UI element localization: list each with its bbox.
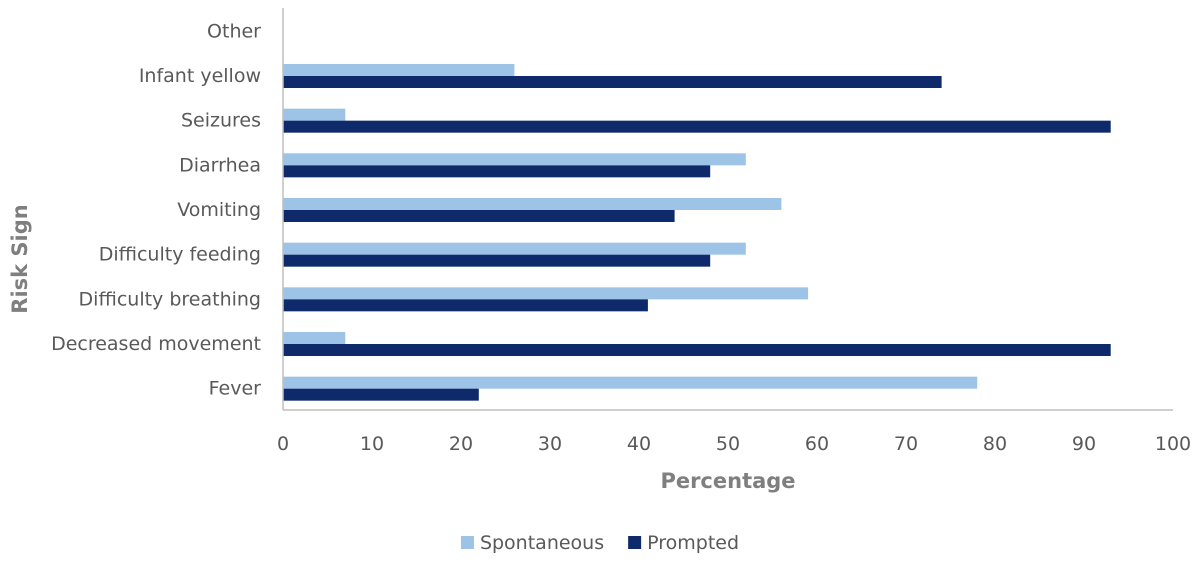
- category-label: Difficulty feeding: [99, 244, 261, 266]
- legend-item: Spontaneous: [460, 532, 604, 554]
- bar-spontaneous-infant-yellow: [283, 64, 515, 76]
- bar-prompted-seizures: [283, 120, 1111, 133]
- y-axis-title: Risk Sign: [8, 204, 32, 313]
- category-label: Seizures: [181, 110, 261, 132]
- category-label: Fever: [209, 378, 262, 400]
- category-labels: Fever Decreased movement Difficulty breath…: [51, 20, 261, 399]
- bar-prompted-infant-yellow: [283, 76, 942, 88]
- category-label: Difficulty breathing: [79, 288, 261, 310]
- bar-spontaneous-difficulty-feeding: [283, 242, 746, 255]
- bar-prompted-decreased-movement: [283, 344, 1111, 356]
- x-tick-label: 40: [627, 433, 651, 455]
- bar-prompted-diarrhea: [283, 165, 711, 178]
- x-tick-label: 80: [983, 433, 1007, 455]
- x-tick-label: 70: [894, 433, 918, 455]
- legend-item: Prompted: [628, 532, 739, 554]
- category-label: Infant yellow: [139, 65, 261, 87]
- legend-swatch: [628, 536, 642, 549]
- legend-swatch: [460, 536, 474, 549]
- bar-prompted-difficulty-breathing: [283, 299, 648, 312]
- bar-prompted-difficulty-feeding: [283, 254, 711, 267]
- x-tick-label: 50: [716, 433, 740, 455]
- bar-spontaneous-decreased-movement: [283, 332, 346, 344]
- x-axis-title: Percentage: [660, 469, 795, 493]
- bar-prompted-fever: [283, 388, 479, 401]
- x-tick-label: 60: [805, 433, 829, 455]
- x-tick-label: 0: [277, 433, 289, 455]
- x-tick-label: 20: [449, 433, 473, 455]
- category-label: Other: [207, 20, 261, 42]
- bar-spontaneous-seizures: [283, 108, 346, 121]
- bar-spontaneous-vomiting: [283, 198, 782, 210]
- bar-spontaneous-difficulty-breathing: [283, 287, 809, 300]
- category-label: Vomiting: [177, 199, 261, 221]
- x-tick-labels: 0 10 20 30 40 50 60 70 80 90 100: [277, 433, 1191, 455]
- legend-label: Prompted: [647, 532, 739, 554]
- x-tick-label: 100: [1155, 433, 1191, 455]
- category-label: Diarrhea: [179, 154, 261, 176]
- legend: Spontaneous Prompted: [460, 532, 739, 554]
- legend-label: Spontaneous: [480, 532, 604, 554]
- x-tick-label: 90: [1072, 433, 1096, 455]
- category-label: Decreased movement: [51, 333, 261, 355]
- bar-prompted-vomiting: [283, 210, 675, 222]
- bar-spontaneous-diarrhea: [283, 153, 746, 166]
- x-tick-label: 30: [538, 433, 562, 455]
- bars-group: [283, 64, 1111, 401]
- bar-spontaneous-fever: [283, 376, 978, 389]
- x-tick-label: 10: [360, 433, 384, 455]
